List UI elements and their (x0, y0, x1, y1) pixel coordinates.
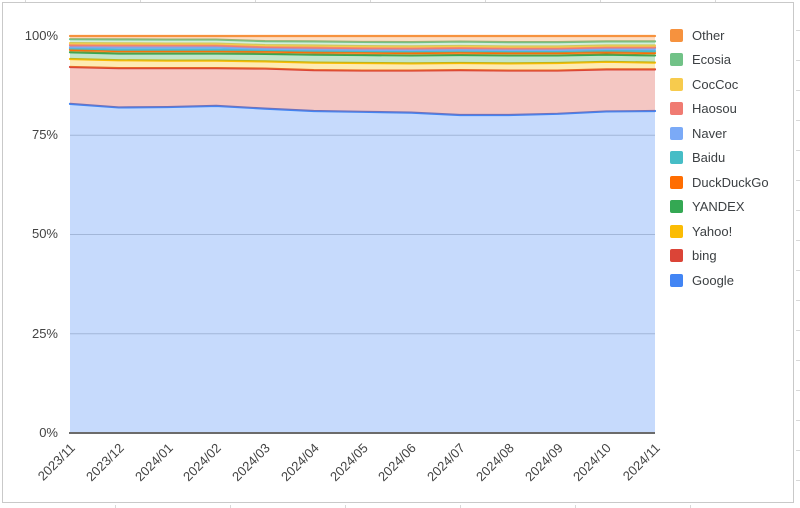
sheet-gridline-stub (370, 0, 371, 2)
plot-area-svg[interactable] (68, 34, 657, 434)
sheet-gridline-stub (140, 0, 141, 2)
sheet-gridline-stub (230, 505, 231, 508)
legend-label: CocCoc (692, 76, 739, 92)
legend-color-swatch (670, 175, 683, 189)
sheet-gridline-stub (345, 505, 346, 508)
legend-color-swatch (670, 273, 683, 287)
legend-label: DuckDuckGo (692, 174, 769, 190)
sheet-gridline-stub (575, 505, 576, 508)
legend-item-yahoo[interactable]: Yahoo! (670, 219, 769, 244)
legend-color-swatch (670, 28, 683, 42)
legend-item-ecosia[interactable]: Ecosia (670, 48, 769, 73)
sheet-gridline-stub (115, 505, 116, 508)
sheet-gridline-stub (796, 300, 800, 301)
sheet-gridline-stub (796, 60, 800, 61)
legend-item-coccoc[interactable]: CocCoc (670, 72, 769, 97)
y-axis-label: 75% (31, 127, 58, 142)
legend-item-yandex[interactable]: YANDEX (670, 195, 769, 220)
legend-item-naver[interactable]: Naver (670, 121, 769, 146)
sheet-gridline-stub (796, 420, 800, 421)
legend-item-other[interactable]: Other (670, 23, 769, 48)
legend-item-duckduckgo[interactable]: DuckDuckGo (670, 170, 769, 195)
legend-color-swatch (670, 151, 683, 165)
legend-label: Naver (692, 125, 727, 141)
sheet-gridline-stub (796, 480, 800, 481)
legend-label: Google (692, 272, 734, 288)
legend-color-swatch (670, 53, 683, 67)
sheet-gridline-stub (600, 0, 601, 2)
legend-label: Ecosia (692, 52, 732, 68)
sheet-gridline-stub (796, 120, 800, 121)
sheet-gridline-stub (796, 30, 800, 31)
legend-color-swatch (670, 77, 683, 91)
sheet-gridline-stub (796, 240, 800, 241)
sheet-gridline-stub (796, 390, 800, 391)
legend-color-swatch (670, 200, 683, 214)
sheet-gridline-stub (690, 505, 691, 508)
sheet-gridline-stub (460, 505, 461, 508)
legend-color-swatch (670, 102, 683, 116)
sheet-gridline-stub (796, 150, 800, 151)
legend-label: Baidu (692, 150, 726, 166)
legend-label: Yahoo! (692, 223, 733, 239)
legend-item-baidu[interactable]: Baidu (670, 146, 769, 171)
sheet-gridline-stub (796, 360, 800, 361)
sheet-gridline-stub (796, 210, 800, 211)
y-axis-label: 50% (31, 226, 58, 241)
legend-color-swatch (670, 249, 683, 263)
sheet-gridline-stub (25, 0, 26, 2)
legend-color-swatch (670, 224, 683, 238)
sheet-gridline-stub (715, 0, 716, 2)
legend-color-swatch (670, 126, 683, 140)
sheet-gridline-stub (796, 450, 800, 451)
legend-label: bing (692, 248, 717, 264)
sheet-gridline-stub (796, 180, 800, 181)
legend-item-haosou[interactable]: Haosou (670, 97, 769, 122)
legend-label: Haosou (692, 101, 737, 117)
legend-item-bing[interactable]: bing (670, 244, 769, 269)
y-axis-label: 25% (31, 326, 58, 341)
legend-item-google[interactable]: Google (670, 268, 769, 293)
sheet-gridline-stub (796, 270, 800, 271)
chart-frame (2, 2, 794, 503)
y-axis-label: 0% (39, 425, 58, 440)
sheet-gridline-stub (796, 330, 800, 331)
chart-legend: Other Ecosia CocCoc Haosou Naver Baidu DuckDuc… (670, 23, 769, 293)
legend-label: YANDEX (692, 199, 745, 215)
sheet-gridline-stub (796, 90, 800, 91)
sheet-gridline-stub (485, 0, 486, 2)
y-axis-label: 100% (24, 28, 58, 43)
legend-label: Other (692, 27, 725, 43)
sheet-gridline-stub (255, 0, 256, 2)
